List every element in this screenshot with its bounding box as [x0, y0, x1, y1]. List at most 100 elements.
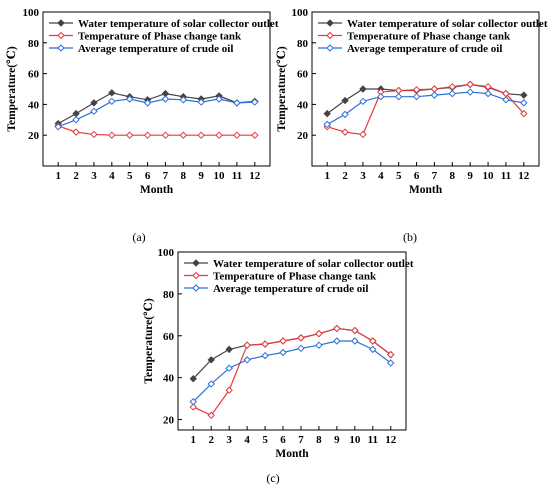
series-1-point [359, 85, 367, 93]
x-tick-label: 10 [214, 170, 226, 182]
x-tick-label: 4 [244, 434, 250, 446]
x-tick-label: 10 [349, 434, 361, 446]
y-tick-label: 60 [297, 69, 309, 81]
x-tick-label: 5 [127, 170, 133, 182]
plot-frame [311, 11, 540, 167]
series-1-point [225, 345, 233, 354]
x-tick-label: 11 [368, 434, 378, 446]
series-3-point [90, 107, 98, 116]
y-axis-title: Temperature(℃) [276, 46, 288, 131]
legend-label: Average temperature of crude oil [213, 283, 368, 295]
panel-label: (c) [266, 471, 279, 485]
series-3-point [387, 359, 395, 367]
series-2-point [359, 130, 367, 139]
series-3-point [297, 344, 305, 353]
y-tick-label: 80 [297, 38, 309, 50]
series-2-point [161, 131, 170, 139]
series-3-point [359, 97, 367, 106]
x-tick-label: 8 [181, 170, 187, 182]
x-tick-label: 1 [324, 170, 330, 182]
series-3-point [520, 99, 528, 107]
y-tick-label: 40 [28, 99, 40, 111]
series-line-3 [57, 98, 255, 128]
series-3-point [261, 351, 269, 360]
series-line-2 [57, 125, 255, 136]
y-tick-label: 20 [163, 415, 175, 427]
series-3-point [143, 99, 152, 107]
x-tick-label: 10 [483, 170, 495, 182]
x-tick-label: 3 [360, 170, 366, 182]
series-1-point [189, 374, 197, 383]
series-2-point [466, 80, 474, 89]
legend-label: Temperature of Phase change tank [78, 31, 242, 43]
series-3-point [125, 95, 134, 103]
series-2-point [315, 329, 323, 338]
series-2-point [261, 340, 269, 348]
x-tick-label: 3 [91, 170, 97, 182]
series-3-point [341, 110, 349, 119]
legend-marker [57, 31, 65, 40]
x-tick-label: 1 [55, 170, 61, 182]
series-3-point [179, 96, 188, 104]
x-tick-label: 1 [191, 434, 197, 446]
series-2-point [233, 131, 241, 139]
y-tick-label: 80 [163, 289, 175, 301]
series-2-point [412, 86, 421, 94]
legend-label: Average temperature of crude oil [347, 43, 502, 55]
legend-label: Average temperature of crude oil [78, 43, 233, 55]
series-3-point [225, 364, 233, 372]
x-tick-label: 12 [385, 434, 397, 446]
series-2-point [341, 128, 349, 136]
x-tick-label: 2 [342, 170, 348, 182]
legend-marker [326, 44, 334, 52]
x-axis-title: Month [409, 184, 443, 196]
y-tick-label: 100 [23, 7, 40, 19]
series-1-point [207, 356, 215, 364]
series-3-point [466, 88, 474, 96]
series-2-point [297, 334, 305, 342]
series-line-2 [193, 327, 392, 417]
series-3-point [197, 98, 205, 106]
x-tick-label: 9 [467, 170, 473, 182]
x-tick-label: 8 [450, 170, 456, 182]
series-2-point [243, 341, 251, 349]
x-tick-label: 8 [316, 434, 322, 446]
x-tick-label: 9 [198, 170, 204, 182]
legend-label: Water temperature of solar collector out… [78, 18, 279, 30]
series-3-point [207, 380, 215, 388]
series-1-point [520, 91, 528, 99]
series-2-point [215, 131, 223, 139]
y-tick-label: 60 [163, 331, 175, 343]
series-2-point [225, 386, 233, 394]
series-3-point [215, 95, 223, 103]
x-tick-label: 12 [518, 170, 530, 182]
y-axis-title: Temperature(℃) [6, 46, 18, 131]
series-line-3 [326, 91, 524, 125]
series-3-point [315, 341, 323, 349]
y-tick-label: 40 [163, 373, 175, 385]
series-1-point [90, 99, 98, 107]
series-3-point [251, 98, 259, 106]
plot-frame [42, 11, 271, 167]
series-3-point [189, 398, 197, 406]
y-tick-label: 40 [297, 99, 309, 111]
series-2-point [333, 324, 341, 333]
x-tick-label: 6 [280, 434, 286, 446]
y-tick-label: 80 [28, 38, 40, 50]
x-tick-label: 2 [208, 434, 214, 446]
series-line-1 [192, 327, 392, 380]
y-tick-label: 20 [28, 130, 40, 142]
x-tick-label: 11 [501, 170, 511, 182]
x-tick-label: 5 [396, 170, 402, 182]
y-tick-label: 100 [158, 247, 175, 259]
series-2-point [179, 131, 188, 139]
x-tick-label: 7 [298, 434, 304, 446]
series-3-point [484, 89, 492, 98]
series-2-point [394, 86, 403, 95]
panel-label: (a) [132, 230, 145, 244]
legend-label: Temperature of Phase change tank [347, 31, 511, 43]
series-3-point [448, 89, 457, 98]
series-3-point [333, 337, 341, 345]
